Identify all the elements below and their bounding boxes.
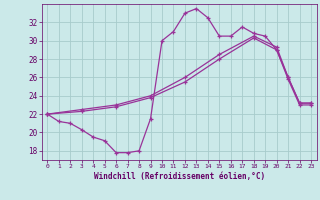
X-axis label: Windchill (Refroidissement éolien,°C): Windchill (Refroidissement éolien,°C)	[94, 172, 265, 181]
